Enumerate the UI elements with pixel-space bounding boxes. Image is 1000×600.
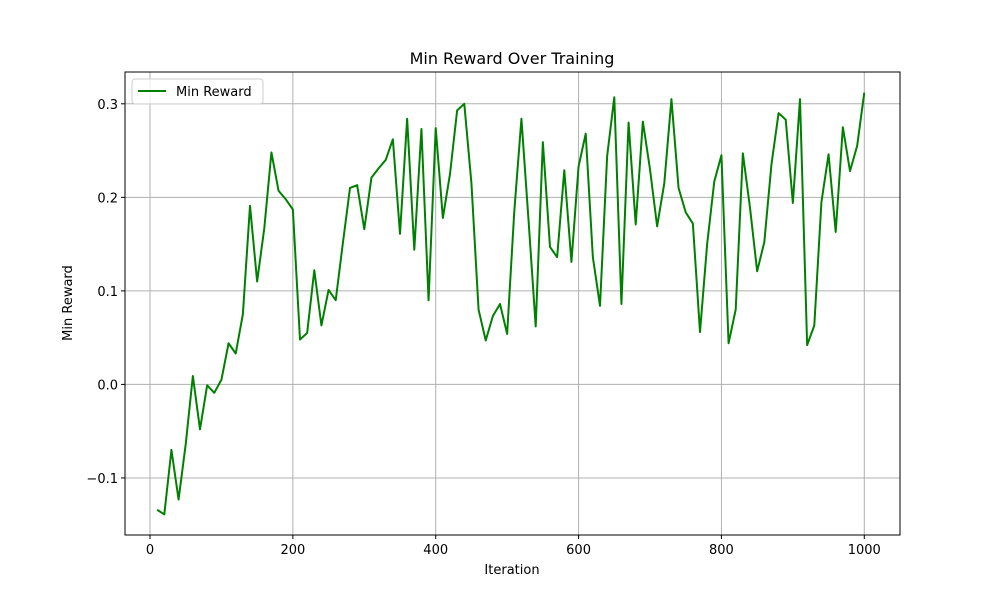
x-tick-label: 200 xyxy=(280,543,305,558)
x-tick-label: 800 xyxy=(709,543,734,558)
chart-title: Min Reward Over Training xyxy=(410,49,615,68)
x-tick-label: 1000 xyxy=(848,543,881,558)
x-tick-label: 400 xyxy=(423,543,448,558)
y-tick-label: 0.3 xyxy=(97,98,118,113)
y-tick-label: 0.1 xyxy=(97,285,118,300)
x-tick-label: 600 xyxy=(566,543,591,558)
legend-label: Min Reward xyxy=(176,85,252,100)
series-layer xyxy=(156,92,866,516)
x-axis: 0 200 400 600 800 1000 xyxy=(146,535,881,558)
y-tick-label: 0.2 xyxy=(97,191,118,206)
y-axis: −0.1 0.0 0.1 0.2 0.3 xyxy=(86,98,125,487)
legend-box xyxy=(131,78,264,105)
plot-area-frame xyxy=(124,71,901,536)
series-line-min-reward xyxy=(156,92,866,516)
legend: Min Reward xyxy=(131,78,264,105)
y-tick-label: 0.0 xyxy=(97,378,118,393)
x-axis-label: Iteration xyxy=(484,563,539,578)
y-axis-label: Min Reward xyxy=(61,265,76,341)
x-tick-label: 0 xyxy=(146,543,154,558)
y-tick-label: −0.1 xyxy=(86,472,118,487)
